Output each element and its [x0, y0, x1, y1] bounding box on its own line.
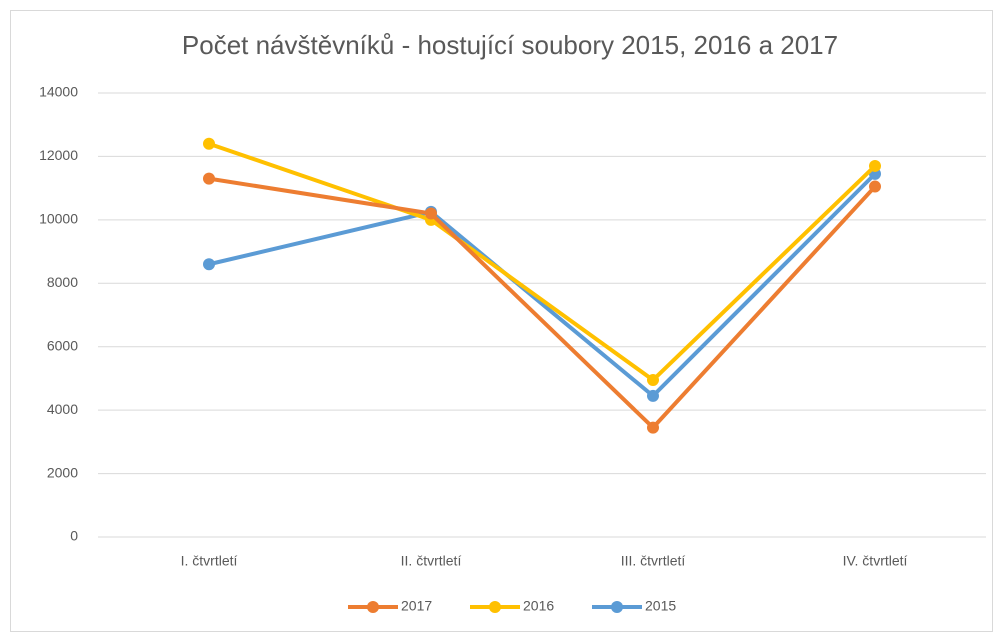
data-point	[647, 374, 659, 387]
legend-marker	[611, 601, 623, 613]
legend-label: 2015	[645, 598, 676, 614]
y-tick-label: 4000	[47, 401, 78, 417]
series-line	[208, 176, 877, 430]
data-point	[425, 207, 437, 220]
y-tick-label: 12000	[39, 147, 78, 163]
data-point	[203, 258, 215, 271]
y-tick-label: 10000	[39, 211, 78, 227]
legend-label: 2017	[401, 598, 432, 614]
x-tick-label: IV. čtvrtletí	[843, 553, 908, 569]
y-tick-label: 14000	[39, 84, 78, 100]
legend-marker	[367, 601, 379, 613]
y-tick-label: 8000	[47, 274, 78, 290]
data-point	[647, 421, 659, 434]
x-tick-label: III. čtvrtletí	[621, 553, 686, 569]
data-point	[203, 137, 215, 150]
data-point	[203, 172, 215, 185]
y-tick-label: 2000	[47, 464, 78, 480]
x-tick-label: I. čtvrtletí	[181, 553, 238, 569]
chart-title: Počet návštěvníků - hostující soubory 20…	[182, 30, 838, 60]
data-point	[869, 180, 881, 193]
series-line	[208, 141, 877, 383]
data-point	[647, 389, 659, 402]
y-tick-label: 0	[70, 528, 78, 544]
data-point	[869, 159, 881, 172]
x-tick-label: II. čtvrtletí	[401, 553, 462, 569]
y-tick-label: 6000	[47, 337, 78, 353]
legend-marker	[489, 601, 501, 613]
legend-label: 2016	[523, 598, 554, 614]
chart-border	[10, 10, 993, 632]
series-line	[208, 172, 877, 398]
